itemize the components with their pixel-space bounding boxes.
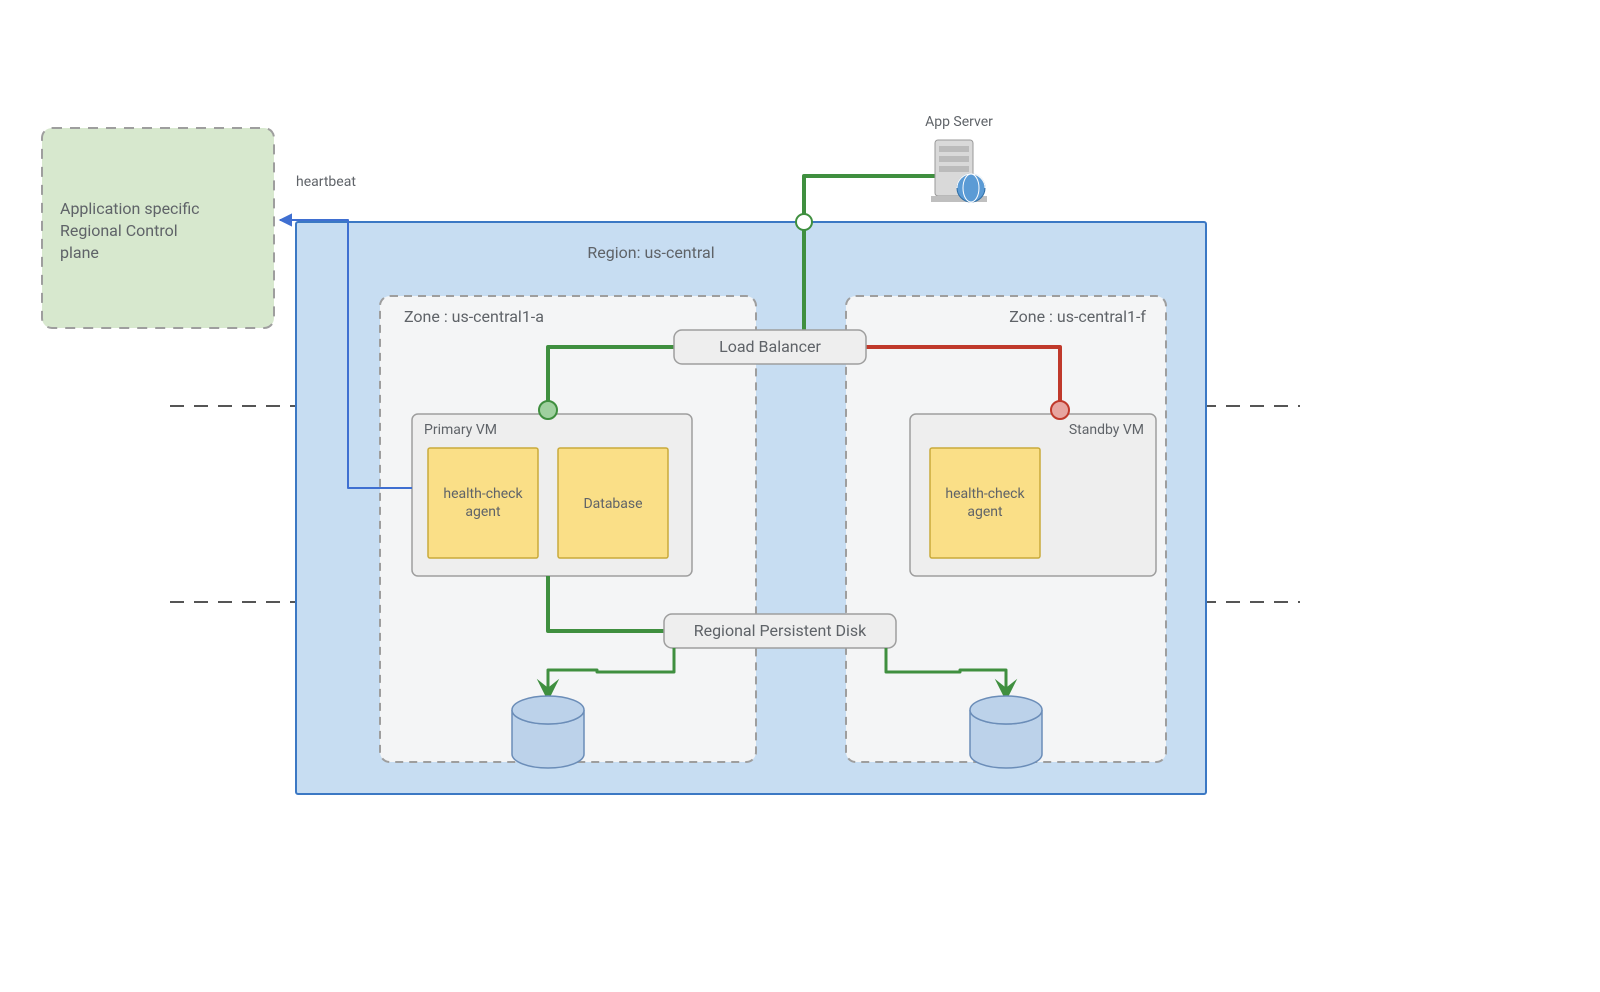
primary-endpoint-dot bbox=[539, 401, 557, 419]
health-check-agent-a-box bbox=[428, 448, 538, 558]
lb-entry-dot bbox=[796, 214, 812, 230]
hc-agent-f-l1: health-check bbox=[945, 486, 1025, 502]
disk-f-icon bbox=[970, 696, 1042, 768]
region-label: Region: us-central bbox=[587, 243, 714, 262]
health-check-agent-f-box bbox=[930, 448, 1040, 558]
standby-endpoint-dot bbox=[1051, 401, 1069, 419]
heartbeat-label: heartbeat bbox=[296, 174, 356, 190]
hc-agent-f-l2: agent bbox=[967, 504, 1003, 520]
database-label: Database bbox=[583, 496, 642, 512]
app-server-label: App Server bbox=[925, 114, 993, 130]
control-plane-label-1: Application specific bbox=[60, 199, 200, 218]
zone-a-label: Zone : us-central1-a bbox=[404, 307, 544, 326]
primary-vm-label: Primary VM bbox=[424, 422, 497, 438]
control-plane-label-2: Regional Control bbox=[60, 221, 178, 240]
standby-vm-label: Standby VM bbox=[1069, 422, 1144, 438]
disk-a-icon bbox=[512, 696, 584, 768]
load-balancer-label: Load Balancer bbox=[719, 337, 821, 356]
zone-f-label: Zone : us-central1-f bbox=[1009, 307, 1146, 326]
regional-persistent-disk-label: Regional Persistent Disk bbox=[694, 621, 867, 640]
control-plane-label-3: plane bbox=[60, 243, 99, 262]
app-server-icon bbox=[931, 140, 987, 202]
hc-agent-a-l1: health-check bbox=[443, 486, 523, 502]
hc-agent-a-l2: agent bbox=[465, 504, 501, 520]
